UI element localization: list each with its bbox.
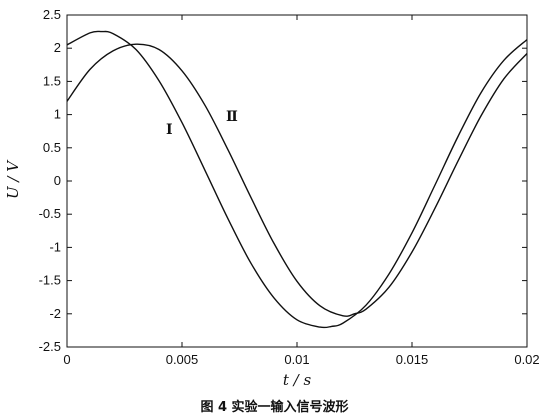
y-tick-label: 2.5 [43,7,61,22]
series-label-1: Ⅰ [166,122,173,138]
x-axis-label: t / s [283,371,312,389]
y-axis-label: U / V [4,159,22,199]
y-tick-label: 1.5 [43,73,61,88]
y-tick-label: 0.5 [43,140,61,155]
series-lines [66,30,528,329]
y-tick-label: 2 [54,40,61,55]
y-tick-labels: 2.5 2 1.5 1 0.5 0 -0.5 -1 -1.5 -2 -2.5 [39,7,61,354]
x-tick-label: 0.015 [396,352,429,367]
y-tick-label: -0.5 [39,206,61,221]
y-tick-label: -2.5 [39,339,61,354]
x-tick-labels: 0 0.005 0.01 0.015 0.02 [63,352,539,367]
series-label-2: Ⅱ [226,109,238,125]
y-tick-label: -2 [49,306,61,321]
y-tick-label: 0 [54,173,61,188]
x-tick-label: 0 [63,352,70,367]
tick-marks [66,14,528,348]
x-tick-label: 0.01 [284,352,309,367]
plot-frame [66,14,528,348]
x-tick-label: 0.02 [514,352,539,367]
y-tick-label: -1.5 [39,273,61,288]
x-tick-label: 0.005 [166,352,199,367]
figure-caption: 图 4 实验一输入信号波形 [200,400,349,415]
y-tick-label: -1 [49,239,61,254]
y-tick-label: 1 [54,107,61,122]
series-line-1 [66,30,528,329]
series-line-2 [66,43,528,317]
